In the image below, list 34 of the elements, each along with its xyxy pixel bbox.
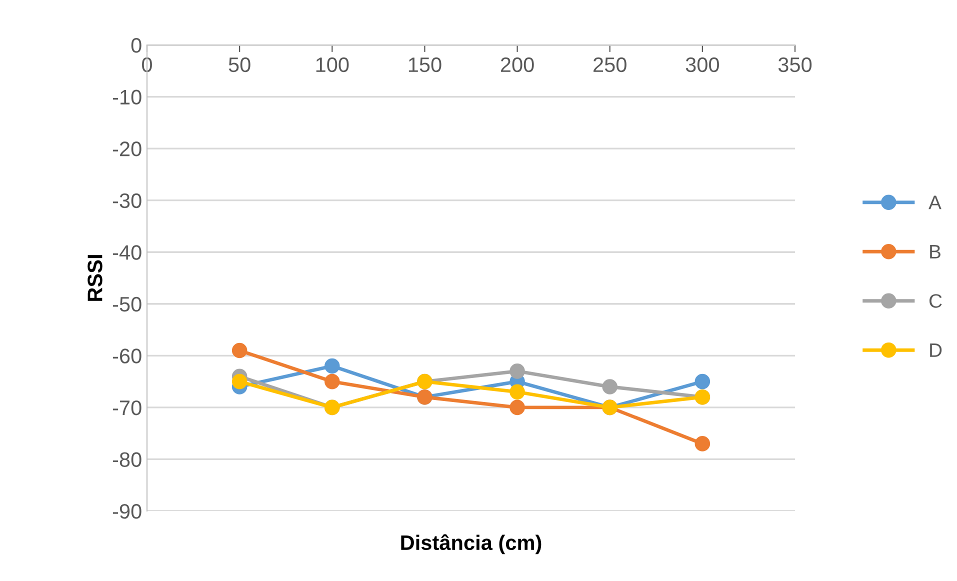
x-axis-title: Distância (cm) xyxy=(401,534,542,554)
y-tick-label: -90 xyxy=(112,504,142,519)
y-tick-label: -80 xyxy=(112,452,142,467)
legend-label: A xyxy=(928,196,942,210)
point xyxy=(510,364,525,379)
point xyxy=(694,374,710,390)
point xyxy=(510,400,525,416)
y-tick-label: -70 xyxy=(112,400,142,416)
point xyxy=(324,374,340,390)
x-tick-label: 200 xyxy=(500,57,534,72)
x-tick-label: 0 xyxy=(142,57,152,72)
x-tick-label: 100 xyxy=(316,57,349,72)
x-tick-label: 250 xyxy=(594,57,626,72)
x-tick-label: 50 xyxy=(228,57,250,72)
x-tick-label: 300 xyxy=(686,57,719,72)
point xyxy=(324,358,340,374)
y-tick-label: -20 xyxy=(112,142,142,156)
y-tick-label: 0 xyxy=(131,38,142,53)
point xyxy=(232,342,248,358)
y-axis-title: RSSI xyxy=(88,255,102,301)
point xyxy=(232,374,248,390)
y-tick-label: -60 xyxy=(112,348,142,364)
x-tick-label: 150 xyxy=(408,57,442,72)
y-tick-label: -10 xyxy=(112,90,142,105)
legend-label: D xyxy=(930,344,942,357)
legend-label: B xyxy=(930,245,940,258)
point xyxy=(510,384,525,400)
y-tick-label: -30 xyxy=(112,193,142,208)
y-tick-label: -50 xyxy=(112,296,142,312)
legend-label: C xyxy=(929,294,942,308)
point xyxy=(694,436,710,452)
x-tick-label: 350 xyxy=(778,57,812,72)
point xyxy=(602,379,618,394)
y-tick-label: -40 xyxy=(112,245,142,260)
